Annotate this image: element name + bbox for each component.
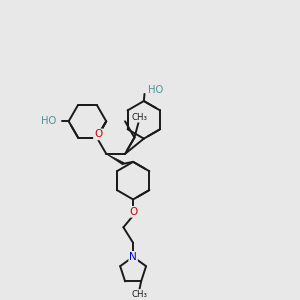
Text: N: N (129, 252, 137, 262)
Polygon shape (106, 154, 124, 165)
Text: HO: HO (41, 116, 56, 126)
Text: HO: HO (148, 85, 164, 95)
Text: O: O (129, 207, 137, 217)
Text: CH₃: CH₃ (131, 113, 147, 122)
Text: O: O (94, 129, 102, 139)
Text: CH₃: CH₃ (131, 290, 148, 299)
